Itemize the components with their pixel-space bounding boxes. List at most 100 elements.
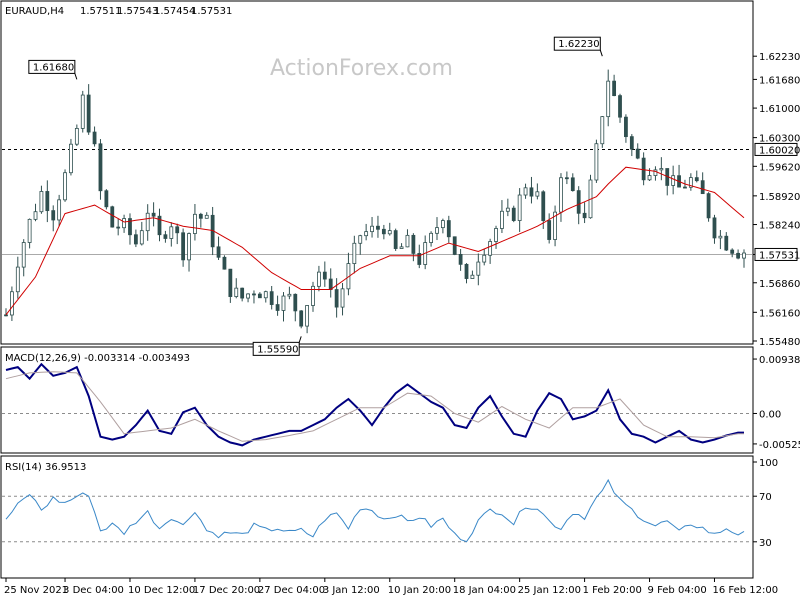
candle-body <box>240 287 245 299</box>
candle-body <box>334 289 339 308</box>
macd-line <box>5 362 744 447</box>
time-tick-label: 25 Jan 12:00 <box>518 585 581 596</box>
candle-body <box>641 157 646 181</box>
time-tick-label: 18 Jan 04:00 <box>453 585 516 596</box>
candle-body <box>133 234 138 245</box>
candle-body <box>624 116 628 138</box>
ohlc-close: 1.57531 <box>191 6 232 17</box>
candle-body <box>405 234 410 248</box>
candle-body <box>69 143 73 174</box>
candle-body <box>482 254 487 263</box>
price-tick-label: 1.55480 <box>759 337 800 348</box>
candle-body <box>57 199 62 221</box>
candle-body <box>257 293 262 299</box>
candle-body <box>376 225 380 230</box>
candle-body <box>570 177 575 192</box>
candle-body <box>370 225 374 233</box>
candle-body <box>4 314 8 317</box>
rsi-layer <box>2 478 752 543</box>
candle-body <box>110 206 115 228</box>
candle-body <box>228 268 233 297</box>
candle-body <box>635 148 640 159</box>
candle-body <box>193 213 197 234</box>
candle-body <box>440 220 445 229</box>
candle-body <box>116 226 121 229</box>
candle-body <box>659 168 664 171</box>
candle-body <box>204 214 209 219</box>
watermark: ActionForex.com <box>270 56 453 81</box>
candle-body <box>494 228 498 242</box>
time-tick-label: 1 Feb 20:00 <box>583 585 642 596</box>
price-tick-label: 1.58920 <box>759 192 800 203</box>
candle-body <box>653 169 658 176</box>
macd-tick-label: 0.009384 <box>759 355 800 366</box>
rsi-tick-label: 100 <box>759 458 778 469</box>
candle-body <box>411 234 416 254</box>
level-marker-label: 1.60020 <box>759 145 800 156</box>
candle-body <box>364 231 369 237</box>
candle-body <box>216 246 221 258</box>
candle-body <box>718 235 723 239</box>
candle-body <box>683 186 687 189</box>
candle-body <box>694 177 699 182</box>
candle-body <box>582 212 587 219</box>
candle-body <box>21 242 26 268</box>
candle-body <box>151 212 156 217</box>
candle-body <box>629 136 634 150</box>
candle-body <box>139 230 144 245</box>
candle-body <box>523 187 528 196</box>
candle-body <box>252 293 256 296</box>
candle-body <box>399 246 404 249</box>
price-tick-label: 1.56160 <box>759 308 800 319</box>
candle-body <box>145 212 150 232</box>
candle-body <box>553 211 557 240</box>
price-tick-label: 1.56860 <box>759 279 800 290</box>
price-marker-box <box>754 247 798 261</box>
candle-body <box>234 287 239 297</box>
price-tick-label: 1.62230 <box>759 52 800 63</box>
candle-body <box>541 191 546 221</box>
candle-body <box>299 310 304 327</box>
candle-body <box>317 271 321 287</box>
candle-body <box>606 80 611 118</box>
candle-body <box>157 215 162 236</box>
price-layer: 1.61680 1.55590 1.62230 <box>2 36 752 356</box>
candle-body <box>340 288 345 308</box>
time-tick-label: 3 Dec 04:00 <box>63 585 124 596</box>
candle-body <box>187 233 191 261</box>
candle-body <box>500 210 504 229</box>
candle-body <box>446 220 451 238</box>
candle-body <box>742 252 746 259</box>
candle-body <box>730 249 735 254</box>
price-tick-label: 1.57531 <box>759 250 800 261</box>
candle-body <box>435 227 439 234</box>
candle-body <box>724 235 729 251</box>
candle-body <box>269 291 274 305</box>
candle-body <box>163 234 168 239</box>
symbol-label: EURAUD,H4 <box>5 6 64 17</box>
candle-body <box>387 230 392 235</box>
candle-body <box>470 274 475 279</box>
candle-body <box>39 191 44 213</box>
moving-average-line <box>5 166 745 316</box>
candle-body <box>488 241 493 256</box>
candle-body <box>600 116 605 145</box>
candle-body <box>706 193 711 219</box>
time-tick-label: 17 Dec 20:00 <box>193 585 260 596</box>
candle-body <box>529 187 534 197</box>
rsi-panel-frame <box>0 455 754 579</box>
candle-body <box>169 226 174 239</box>
price-tick-label: 1.58240 <box>759 221 800 232</box>
ohlc-low: 1.57454 <box>154 6 195 17</box>
time-tick-label: 27 Dec 04:00 <box>258 585 325 596</box>
candle-body <box>15 266 20 293</box>
annotation-label: 1.61680 <box>33 62 74 73</box>
time-tick-label: 10 Dec 12:00 <box>128 585 195 596</box>
price-tick-label: 1.61680 <box>759 75 800 86</box>
candle-body <box>547 220 552 240</box>
axis-layer: 1.62230 1.61680 1.61000 1.60300 1.59620 1.589… <box>4 52 800 596</box>
price-tick-label: 1.60300 <box>759 134 800 145</box>
candle-body <box>464 263 469 279</box>
candle-body <box>358 235 363 244</box>
